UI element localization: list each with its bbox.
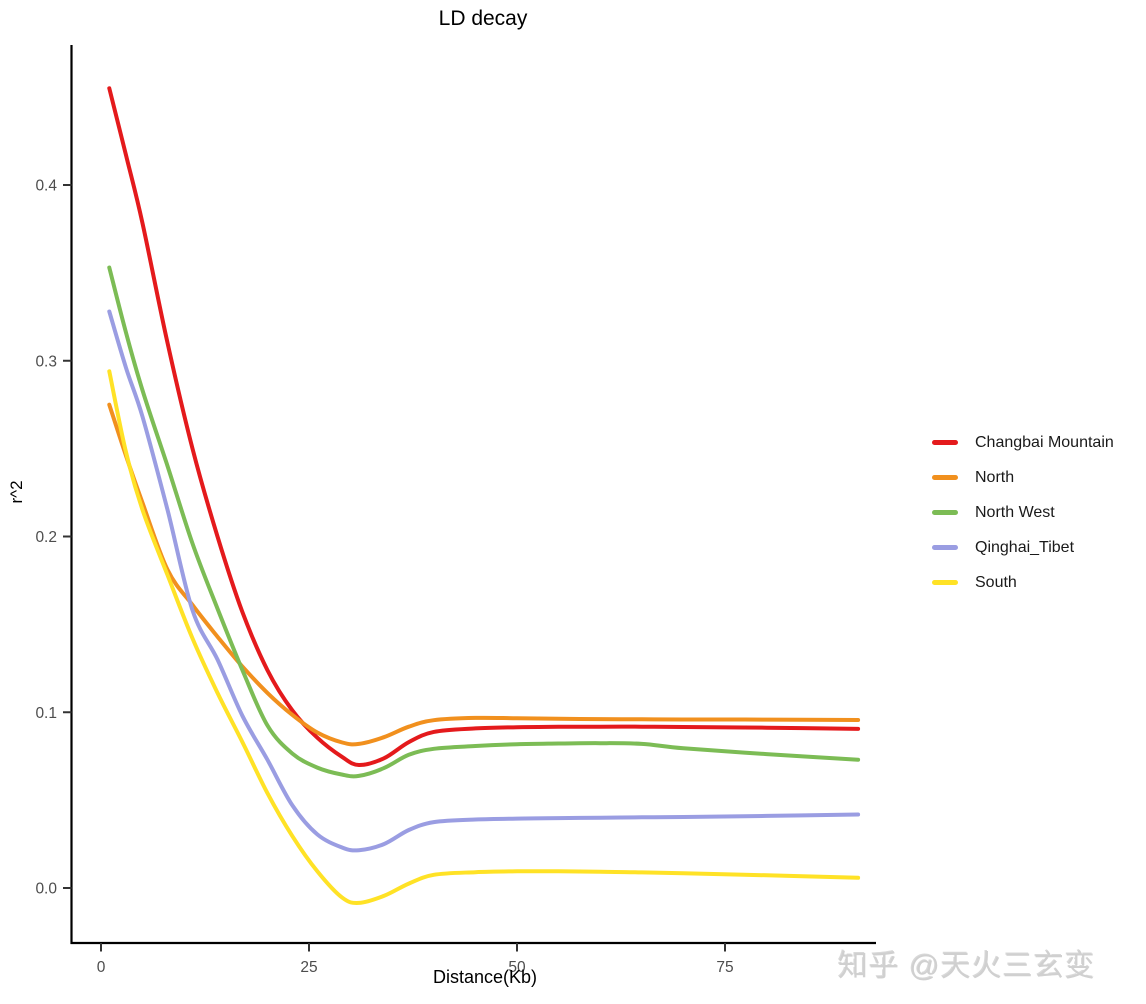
series-line-changbai-mountain	[107, 86, 861, 767]
chart-title: LD decay	[438, 7, 528, 30]
legend-item-qinghai-tibet: Qinghai_Tibet	[932, 530, 1114, 565]
legend-key-qinghai-tibet	[932, 545, 958, 550]
x-tick-label: 75	[716, 959, 733, 976]
x-axis-title: Distance(Kb)	[432, 967, 538, 987]
legend-key-south	[932, 580, 958, 585]
legend-label: South	[975, 573, 1017, 591]
legend-item-north: North	[932, 460, 1114, 495]
legend-item-changbai-mountain: Changbai Mountain	[932, 425, 1114, 460]
watermark-text: 知乎 @天火三玄变	[838, 950, 1096, 983]
legend-item-north-west: North West	[932, 495, 1114, 530]
y-tick-label: 0.4	[35, 178, 57, 195]
y-tick-label: 0.2	[35, 529, 57, 546]
x-tick-label: 25	[300, 959, 317, 976]
legend-label: Changbai Mountain	[975, 433, 1114, 451]
series-line-north-west	[107, 265, 861, 779]
legend-key-changbai-mountain	[932, 440, 958, 445]
series-line-south	[107, 369, 861, 905]
legend-key-north	[932, 475, 958, 480]
x-tick-label: 0	[97, 959, 106, 976]
legend-key-north-west	[932, 510, 958, 515]
y-tick-label: 0.3	[35, 353, 57, 370]
legend: Changbai Mountain North North West Qinghai_…	[932, 425, 1114, 600]
legend-item-south: South	[932, 565, 1114, 600]
y-axis-title: r^2	[7, 480, 26, 504]
legend-label: Qinghai_Tibet	[975, 538, 1075, 556]
y-tick-label: 0.0	[35, 881, 57, 898]
x-tick-label: 50	[508, 959, 526, 976]
series-line-qinghai-tibet	[107, 309, 861, 853]
legend-label: North West	[975, 503, 1055, 521]
y-tick-label: 0.1	[35, 705, 57, 722]
series-line-north	[107, 402, 861, 747]
legend-label: North	[975, 468, 1015, 486]
